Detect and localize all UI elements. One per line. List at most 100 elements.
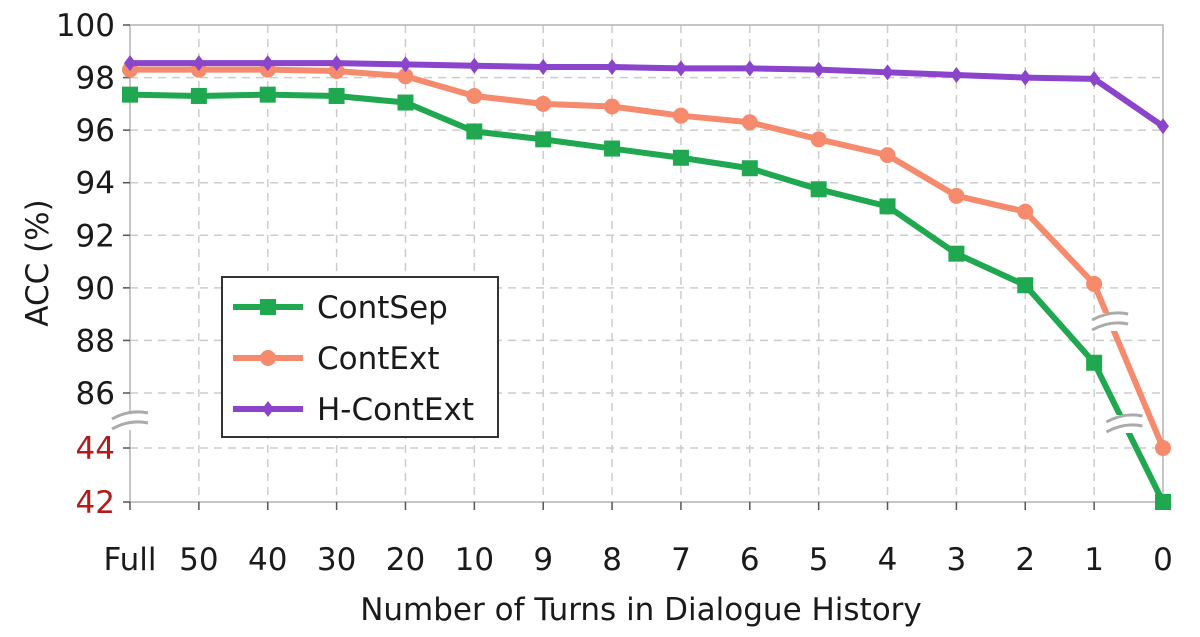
data-point	[1017, 277, 1034, 294]
x-tick-label: 9	[533, 542, 553, 578]
x-tick-label: 0	[1153, 542, 1173, 578]
data-point	[604, 140, 621, 157]
data-point	[261, 55, 274, 72]
legend-label: ContSep	[317, 290, 448, 326]
x-tick-label: 5	[809, 542, 829, 578]
x-axis-title: Number of Turns in Dialogue History	[360, 592, 922, 628]
series-h-context	[124, 55, 1169, 135]
legend-label: H-ContExt	[317, 392, 474, 428]
data-point	[810, 131, 827, 148]
x-tick-label: 20	[386, 542, 425, 578]
y-tick-label: 44	[76, 431, 115, 467]
data-point	[1155, 494, 1171, 510]
data-point	[948, 245, 965, 262]
x-tick-label: Full	[103, 542, 156, 578]
data-point	[397, 94, 414, 111]
data-point	[881, 64, 894, 81]
data-point	[879, 198, 896, 215]
legend-item-contsep: ContSep	[233, 290, 448, 326]
data-point	[260, 350, 276, 366]
data-point	[1019, 69, 1032, 86]
data-point	[1086, 354, 1103, 371]
data-point	[879, 147, 896, 164]
data-point	[190, 87, 207, 104]
data-point	[537, 59, 550, 76]
y-axis-title: ACC (%)	[20, 199, 56, 326]
break-stroke	[1105, 413, 1143, 424]
x-tick-label: 7	[671, 542, 691, 578]
y-tick-label: 98	[76, 61, 115, 97]
data-point	[741, 160, 758, 177]
data-point	[741, 114, 758, 131]
data-point	[604, 98, 621, 115]
data-point	[535, 131, 552, 148]
data-point	[948, 187, 965, 204]
data-point	[1157, 118, 1169, 135]
data-point	[259, 86, 276, 103]
y-tick-label: 42	[76, 485, 115, 521]
data-point	[397, 68, 414, 85]
y-tick-label: 88	[76, 323, 115, 359]
data-point	[1088, 70, 1101, 87]
data-point	[810, 181, 827, 198]
data-point	[950, 66, 963, 83]
y-tick-label: 100	[56, 8, 115, 44]
break-stroke	[1091, 321, 1129, 332]
x-tick-label: 1	[1084, 542, 1104, 578]
x-tick-label: 2	[1015, 542, 1035, 578]
x-tick-label: 4	[878, 542, 898, 578]
data-point	[124, 55, 136, 72]
axis-break-marks	[110, 410, 150, 431]
y-tick-label: 90	[76, 271, 115, 307]
data-point	[330, 55, 343, 72]
break-stroke	[1105, 423, 1143, 434]
data-point	[466, 123, 483, 140]
x-tick-label: 50	[179, 542, 218, 578]
series-break-mark	[1090, 311, 1131, 332]
data-point	[328, 87, 345, 104]
series-break-mark	[1104, 413, 1145, 434]
x-tick-label: 3	[947, 542, 967, 578]
series-group	[122, 55, 1171, 510]
data-point	[1017, 203, 1034, 220]
x-tick-label: 40	[248, 542, 287, 578]
data-point	[466, 87, 483, 104]
data-point	[535, 95, 552, 112]
break-stroke	[1091, 311, 1129, 322]
series-line	[127, 91, 1166, 505]
x-tick-label: 10	[455, 542, 494, 578]
series-contsep	[122, 86, 1171, 510]
break-stroke	[111, 410, 149, 421]
data-point	[674, 60, 687, 77]
data-point	[606, 59, 619, 76]
legend-item-context: ContExt	[233, 341, 440, 377]
data-point	[672, 107, 689, 124]
x-tick-label: 8	[602, 542, 622, 578]
series-line	[127, 60, 1166, 130]
data-point	[122, 86, 138, 103]
x-tick-label: 6	[740, 542, 760, 578]
data-point	[192, 55, 205, 72]
y-tick-label: 94	[76, 166, 115, 202]
series-line	[127, 66, 1166, 451]
data-point	[1155, 440, 1171, 456]
legend-label: ContExt	[317, 341, 440, 377]
data-point	[399, 56, 412, 73]
data-point	[260, 299, 276, 315]
data-point	[672, 149, 689, 166]
data-point	[262, 401, 274, 417]
data-point	[812, 61, 825, 78]
data-point	[1086, 275, 1103, 292]
y-tick-label: 96	[76, 113, 115, 149]
legend: ContSep ContExt H-ContExt	[221, 276, 499, 438]
break-stroke	[111, 420, 149, 431]
plot-area	[129, 24, 1164, 503]
y-tick-label: 92	[76, 218, 115, 254]
data-point	[743, 60, 756, 77]
data-point	[468, 57, 481, 74]
y-tick-label: 86	[76, 376, 115, 412]
legend-item-h-context: H-ContExt	[233, 392, 474, 428]
x-tick-label: 30	[317, 542, 356, 578]
